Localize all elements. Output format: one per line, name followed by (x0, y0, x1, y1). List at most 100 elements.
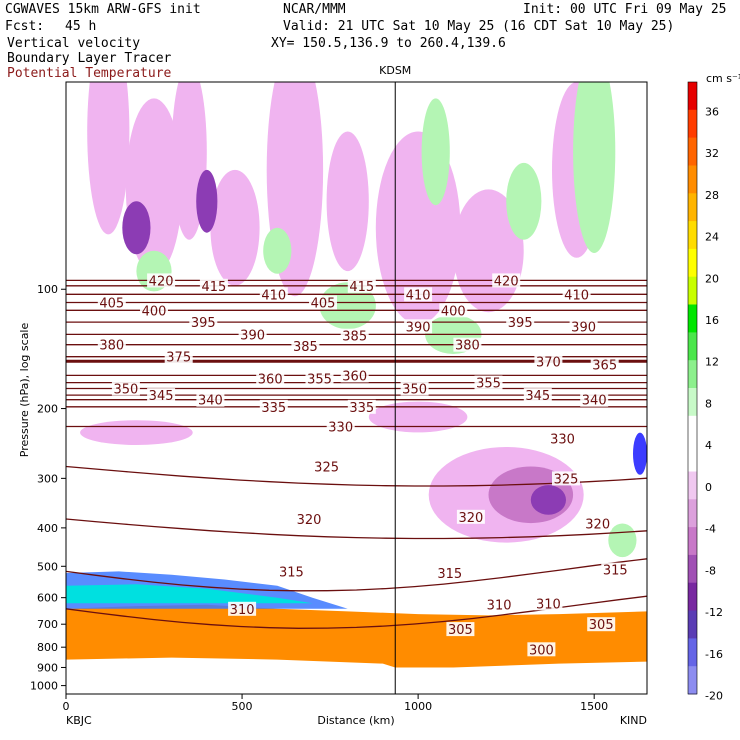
theta-label-23: 420 (494, 274, 519, 289)
theta-label-8: 380 (99, 339, 124, 354)
theta-label-bg (435, 566, 464, 580)
x-tick-label-0: 0 (63, 700, 70, 713)
theta-label-14: 340 (198, 394, 223, 409)
y-axis: 100 200 300 400 500 600 700 800 900 1000 (30, 283, 66, 693)
field-vertical-velocity: Vertical velocity (7, 36, 141, 51)
theta-label-49: 310 (536, 597, 561, 612)
colorbar-label-11: -8 (705, 564, 716, 577)
theta-label-bg (580, 392, 609, 407)
theta-label-25: 410 (564, 288, 589, 303)
w-blob-22 (530, 485, 567, 515)
y-tick-label-7: 800 (37, 641, 58, 654)
theta-label-bg (485, 597, 514, 612)
colorbar-label-1: 32 (705, 147, 719, 160)
theta-label-bg (277, 564, 306, 579)
theta-label-bg (439, 303, 468, 318)
colorbar-swatch-7 (688, 276, 697, 305)
w-blob-18 (368, 401, 468, 433)
theta-label-10: 360 (258, 373, 283, 388)
theta-contour-19 (66, 558, 647, 592)
theta-label-46: 315 (437, 567, 462, 582)
theta-label-bg (147, 388, 176, 403)
theta-label-12: 350 (113, 383, 138, 398)
right-station-label: KIND (620, 714, 647, 727)
theta-label-bg (340, 368, 369, 383)
theta-label-47: 315 (603, 564, 628, 579)
theta-label-bg (326, 419, 355, 434)
theta-label-0: 420 (149, 274, 174, 289)
theta-label-17: 325 (314, 461, 339, 476)
org-label: NCAR/MMM (283, 2, 346, 17)
theta-label-bg (527, 642, 556, 657)
theta-label-34: 370 (536, 355, 561, 370)
bl-updraft-core (66, 584, 313, 604)
theta-label-bg (238, 327, 267, 342)
colorbar-label-10: -4 (705, 523, 716, 536)
theta-label-bg (140, 303, 168, 318)
colorbar: cm s⁻¹ 36 32 28 24 20 16 12 8 4 0 -4 -8 -12 -16 -20 (687, 72, 740, 703)
left-station-label: KBJC (66, 714, 92, 727)
colorbar-swatch-12 (688, 415, 697, 445)
theta-label-bg (199, 278, 228, 293)
colorbar-swatch-6 (688, 248, 697, 278)
theta-label-bg (583, 516, 612, 531)
x-axis-label: Distance (km) (317, 714, 394, 727)
theta-label-bg (506, 315, 535, 330)
theta-label-3: 405 (99, 297, 124, 312)
colorbar-label-12: -12 (705, 606, 723, 619)
y-tick-label-1: 200 (37, 403, 58, 416)
y-tick-label-0: 100 (37, 283, 58, 296)
colorbar-swatch-19 (688, 610, 697, 639)
xy-range: XY= 150.5,136.9 to 260.4,139.6 (271, 36, 506, 51)
theta-label-16: 330 (328, 421, 353, 436)
theta-label-20: 310 (230, 603, 255, 618)
x-axis: 0 500 1000 1500 (63, 694, 608, 713)
y-axis-label: Pressure (hPa), log scale (18, 323, 31, 458)
theta-label-36: 360 (342, 369, 367, 384)
theta-label-35: 365 (592, 359, 617, 374)
valid-time: Valid: 21 UTC Sat 10 May 25 (16 CDT Sat … (283, 19, 675, 34)
theta-label-bg (256, 371, 285, 386)
colorbar-swatch-14 (688, 471, 697, 500)
theta-label-bg (562, 287, 591, 302)
colorbar-swatch-2 (688, 137, 697, 166)
colorbar-swatch-21 (688, 666, 697, 695)
theta-label-bg (147, 273, 176, 288)
x-tick-label-1: 500 (232, 700, 253, 713)
theta-label-13: 345 (149, 389, 174, 404)
theta-label-bg (291, 338, 320, 353)
theta-label-37: 355 (476, 377, 501, 392)
colorbar-label-9: 0 (705, 481, 712, 494)
y-tick-label-9: 1000 (30, 680, 58, 693)
y-tick-label-6: 700 (37, 618, 58, 631)
colorbar-label-3: 24 (705, 231, 719, 244)
colorbar-swatch-17 (688, 554, 697, 584)
colorbar-swatch-10 (688, 360, 697, 389)
theta-label-19: 315 (279, 565, 304, 580)
colorbar-swatch-18 (688, 582, 697, 611)
theta-label-bg (97, 337, 126, 352)
theta-label-bg (309, 295, 337, 310)
fcst-label: Fcst: (5, 19, 45, 34)
theta-label-bg (552, 471, 580, 486)
theta-label-26: 410 (406, 288, 431, 303)
theta-label-bg (111, 381, 140, 396)
theta-label-39: 345 (525, 389, 550, 404)
w-blob-16 (263, 227, 292, 274)
colorbar-unit: cm s⁻¹ (706, 72, 740, 85)
theta-label-bg (404, 287, 433, 302)
theta-label-9: 375 (166, 351, 191, 366)
theta-label-bg (590, 357, 619, 372)
theta-label-bg (312, 459, 341, 474)
theta-label-bg (164, 349, 193, 364)
w-blob-12 (573, 82, 616, 253)
w-blob-5 (326, 131, 369, 272)
theta-label-bg (453, 337, 482, 352)
theta-label-6: 390 (240, 328, 265, 343)
theta-label-bg (534, 354, 563, 369)
y-tick-label-5: 600 (37, 592, 58, 605)
w-blob-23 (608, 523, 637, 558)
theta-label-15: 335 (261, 401, 286, 416)
theta-label-18: 320 (297, 513, 322, 528)
